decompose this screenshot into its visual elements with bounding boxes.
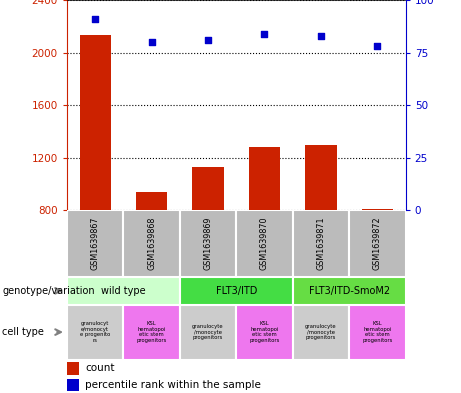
Text: GSM1639872: GSM1639872 bbox=[373, 217, 382, 270]
Bar bbox=[67, 305, 123, 360]
Bar bbox=[193, 167, 224, 315]
Bar bbox=[67, 277, 180, 305]
Text: wild type: wild type bbox=[101, 286, 146, 296]
Text: GSM1639871: GSM1639871 bbox=[316, 217, 325, 270]
Bar bbox=[236, 210, 293, 277]
Bar bbox=[180, 305, 236, 360]
Point bbox=[204, 37, 212, 43]
Text: genotype/variation: genotype/variation bbox=[2, 286, 95, 296]
Text: KSL
hematopoi
etic stem
progenitors: KSL hematopoi etic stem progenitors bbox=[362, 321, 393, 343]
Bar bbox=[362, 209, 393, 315]
Text: GSM1639868: GSM1639868 bbox=[147, 217, 156, 270]
Text: KSL
hematopoi
etic stem
progenitors: KSL hematopoi etic stem progenitors bbox=[249, 321, 280, 343]
Bar bbox=[306, 145, 337, 315]
Bar bbox=[249, 147, 280, 315]
Text: cell type: cell type bbox=[2, 327, 44, 337]
Bar bbox=[236, 305, 293, 360]
Bar bbox=[349, 305, 406, 360]
Bar bbox=[123, 305, 180, 360]
Bar bbox=[136, 192, 167, 315]
Bar bbox=[123, 210, 180, 277]
Text: FLT3/ITD-SmoM2: FLT3/ITD-SmoM2 bbox=[309, 286, 390, 296]
Point bbox=[374, 43, 381, 50]
Point bbox=[317, 33, 325, 39]
Point bbox=[148, 39, 155, 45]
Text: count: count bbox=[85, 363, 115, 373]
Bar bbox=[293, 210, 349, 277]
Bar bbox=[67, 210, 123, 277]
Text: GSM1639870: GSM1639870 bbox=[260, 217, 269, 270]
Text: GSM1639867: GSM1639867 bbox=[90, 217, 100, 270]
Bar bbox=[180, 277, 293, 305]
Text: granulocyt
e/monocyt
e progenito
rs: granulocyt e/monocyt e progenito rs bbox=[80, 321, 110, 343]
Bar bbox=[67, 362, 79, 375]
Text: granulocyte
/monocyte
progenitors: granulocyte /monocyte progenitors bbox=[305, 324, 337, 340]
Bar bbox=[67, 378, 79, 391]
Text: KSL
hematopoi
etic stem
progenitors: KSL hematopoi etic stem progenitors bbox=[136, 321, 167, 343]
Bar bbox=[180, 210, 236, 277]
Text: percentile rank within the sample: percentile rank within the sample bbox=[85, 380, 261, 390]
Bar bbox=[349, 210, 406, 277]
Text: granulocyte
/monocyte
progenitors: granulocyte /monocyte progenitors bbox=[192, 324, 224, 340]
Bar bbox=[293, 305, 349, 360]
Text: GSM1639869: GSM1639869 bbox=[203, 217, 213, 270]
Bar bbox=[293, 277, 406, 305]
Text: FLT3/ITD: FLT3/ITD bbox=[216, 286, 257, 296]
Point bbox=[91, 16, 99, 22]
Bar bbox=[80, 35, 111, 315]
Point bbox=[261, 31, 268, 37]
